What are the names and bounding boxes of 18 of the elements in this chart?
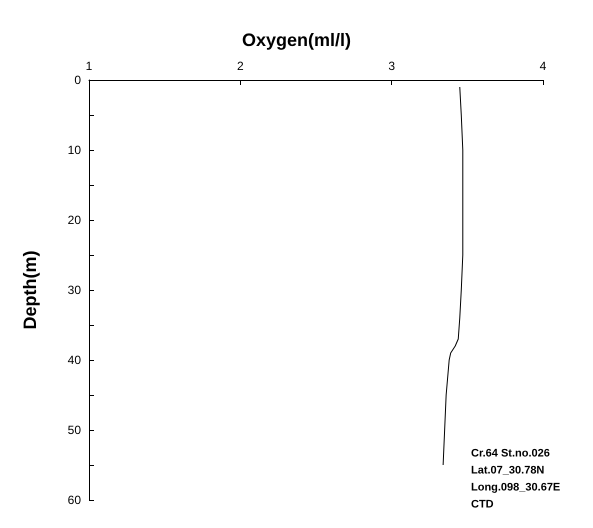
y-tick-label: 0 [74, 73, 82, 87]
x-tick-label: 4 [540, 59, 547, 73]
x-axis-title: Oxygen(ml/l) [242, 30, 352, 50]
x-tick-label: 3 [388, 59, 396, 73]
line-series [442, 86, 464, 466]
x-tick-label: 1 [86, 59, 93, 73]
y-tick-label: 10 [68, 143, 82, 157]
x-tick-label: 2 [236, 59, 244, 73]
y-axis-title: Depth(m) [20, 250, 40, 330]
annotation: Cr.64 St.no.026 [471, 448, 550, 460]
y-tick-label: 50 [68, 423, 82, 437]
annotation: Lat.07_30.78N [471, 464, 544, 476]
y-tick-label: 20 [68, 213, 82, 227]
y-tick-label: 60 [68, 493, 82, 507]
y-tick-label: 30 [68, 283, 82, 297]
annotation: Long.098_30.67E [471, 482, 560, 494]
annotation: CTD [471, 498, 494, 510]
y-tick-label: 40 [68, 353, 82, 367]
